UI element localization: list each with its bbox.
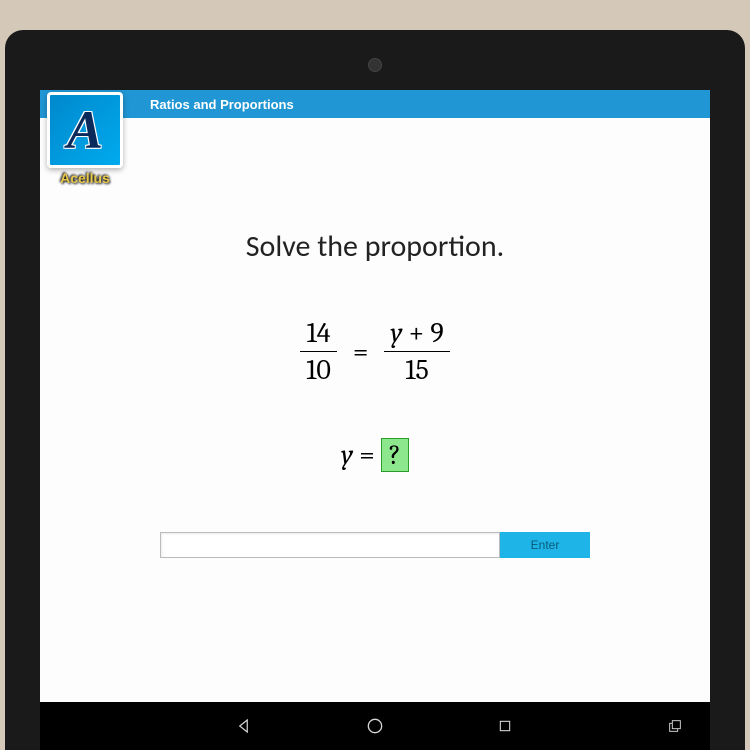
answer-input[interactable] (160, 532, 500, 558)
logo-container[interactable]: A Acellus (40, 92, 130, 186)
recent-apps-icon[interactable] (495, 716, 515, 736)
app-screen: Ratios and Proportions A Acellus Solve t… (40, 90, 710, 702)
logo-letter: A (67, 103, 103, 157)
equation: 14 10 = y + 9 15 (292, 315, 457, 388)
enter-button[interactable]: Enter (500, 532, 590, 558)
instruction-text: Solve the proportion. (40, 228, 710, 265)
numerator-left: 14 (301, 315, 337, 351)
problem-content: Solve the proportion. 14 10 = y + 9 15 y… (40, 118, 710, 558)
logo-label: Acellus (40, 170, 130, 186)
fraction-right: y + 9 15 (384, 315, 449, 388)
tablet-frame: Ratios and Proportions A Acellus Solve t… (5, 30, 745, 750)
android-navbar (40, 702, 710, 750)
home-icon[interactable] (365, 716, 385, 736)
answer-line: y = ? (40, 438, 710, 472)
header-bar: Ratios and Proportions (40, 90, 710, 118)
denominator-right: 15 (399, 352, 434, 388)
tablet-camera (368, 58, 382, 72)
logo-box: A (47, 92, 123, 168)
equals-sign: = (353, 336, 369, 368)
input-row: Enter (40, 532, 710, 558)
page-title: Ratios and Proportions (150, 97, 294, 112)
denominator-left: 10 (300, 352, 337, 388)
fraction-left: 14 10 (300, 315, 337, 388)
back-icon[interactable] (235, 716, 255, 736)
answer-placeholder-box: ? (381, 438, 409, 472)
numerator-right: y + 9 (384, 315, 449, 351)
overflow-icon[interactable] (665, 716, 685, 736)
